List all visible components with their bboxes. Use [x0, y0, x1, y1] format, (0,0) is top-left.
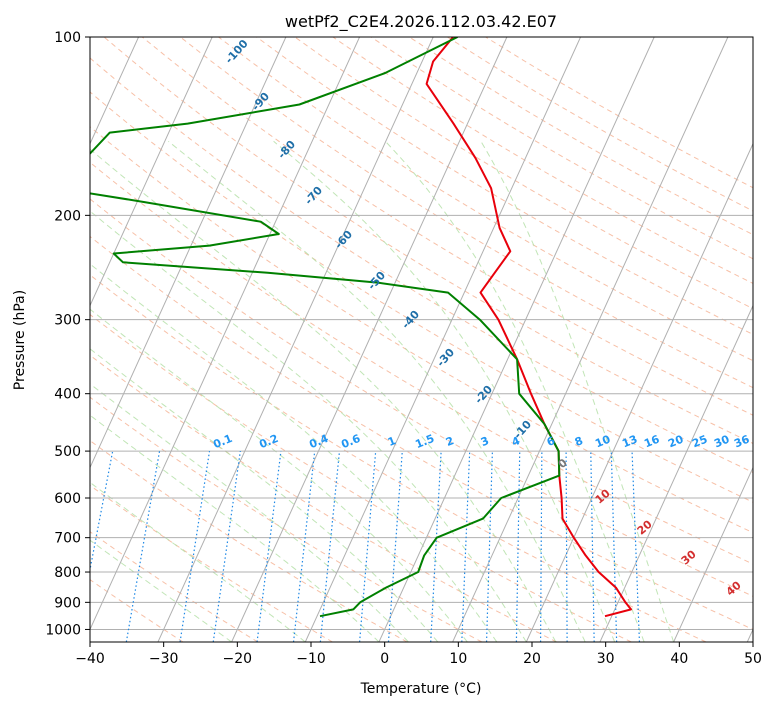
mixing-ratio-label: 25	[690, 433, 709, 451]
x-tick-label: −10	[296, 651, 326, 667]
y-tick-label: 600	[54, 491, 81, 507]
dry-adiabat	[141, 37, 753, 416]
isotherm	[599, 304, 753, 642]
dry-adiabat	[90, 354, 557, 642]
isotherm	[304, 37, 582, 642]
y-tick-label: 300	[54, 313, 81, 329]
y-tick-label: 200	[54, 208, 81, 224]
mixing-ratio-line	[256, 451, 282, 642]
dry-adiabat	[90, 91, 753, 503]
dry-adiabat	[90, 313, 632, 642]
mixing-ratio-label: 30	[712, 433, 731, 451]
x-tick-label: 10	[449, 651, 467, 667]
y-tick-label: 900	[54, 595, 81, 611]
isotherm	[157, 37, 434, 642]
x-tick-label: 0	[380, 651, 389, 667]
dry-adiabat	[294, 37, 753, 310]
y-tick-label: 100	[54, 30, 81, 46]
dry-adiabat	[90, 126, 753, 534]
isotherm	[90, 37, 140, 145]
x-tick-label: 40	[670, 651, 688, 667]
mixing-ratio-line	[125, 450, 161, 642]
y-tick-label: 1000	[45, 622, 81, 638]
mixing-ratio-label: 2	[444, 434, 456, 449]
mixing-ratio-line	[90, 450, 114, 573]
mixing-ratio-label: 20	[666, 433, 685, 451]
dry-adiabat	[90, 57, 753, 474]
mixing-ratio-line	[179, 451, 211, 642]
isotherm	[452, 37, 729, 642]
dry-adiabat	[90, 579, 184, 642]
y-axis-label: Pressure (hPa)	[12, 290, 28, 390]
x-tick-label: 30	[597, 651, 615, 667]
isotherm	[673, 466, 753, 642]
y-tick-label: 700	[54, 531, 81, 547]
x-axis-label: Temperature (°C)	[360, 681, 482, 697]
mixing-ratio-label: 3	[479, 434, 491, 449]
mixing-ratio-label: 36	[732, 433, 751, 451]
isotherm	[90, 37, 213, 307]
isotherm	[378, 37, 655, 642]
isotherm	[231, 37, 508, 642]
y-tick-label: 500	[54, 444, 81, 460]
mixing-ratio-label: 13	[620, 433, 639, 451]
mixing-ratio-label: 8	[573, 434, 585, 449]
isotherm	[525, 142, 753, 642]
mixing-ratio-label: 16	[642, 433, 661, 451]
x-tick-label: −30	[149, 651, 179, 667]
dry-adiabat	[90, 396, 483, 642]
mixing-ratio-label: 1	[386, 434, 398, 449]
temperature-line	[425, 37, 632, 618]
x-tick-label: 20	[523, 651, 541, 667]
y-tick-label: 400	[54, 387, 81, 403]
dry-adiabat	[90, 274, 707, 642]
mixing-ratio-line	[292, 451, 316, 642]
isotherm	[90, 37, 361, 631]
x-tick-label: −20	[223, 651, 253, 667]
x-tick-label: −40	[75, 651, 105, 667]
mixing-ratio-label: 10	[593, 433, 612, 451]
dry-adiabat	[218, 37, 753, 362]
mixing-ratio-line	[212, 451, 241, 642]
dry-adiabat	[90, 235, 753, 630]
dry-adiabat	[90, 484, 333, 642]
x-tick-label: 50	[744, 651, 762, 667]
dry-adiabat	[90, 198, 753, 597]
plot-frame	[89, 36, 754, 643]
isotherm	[90, 37, 287, 469]
y-tick-label: 800	[54, 565, 81, 581]
dewpoint-line	[90, 37, 561, 618]
chart-title: wetPf2_C2E4.2026.112.03.42.E07	[285, 12, 557, 32]
